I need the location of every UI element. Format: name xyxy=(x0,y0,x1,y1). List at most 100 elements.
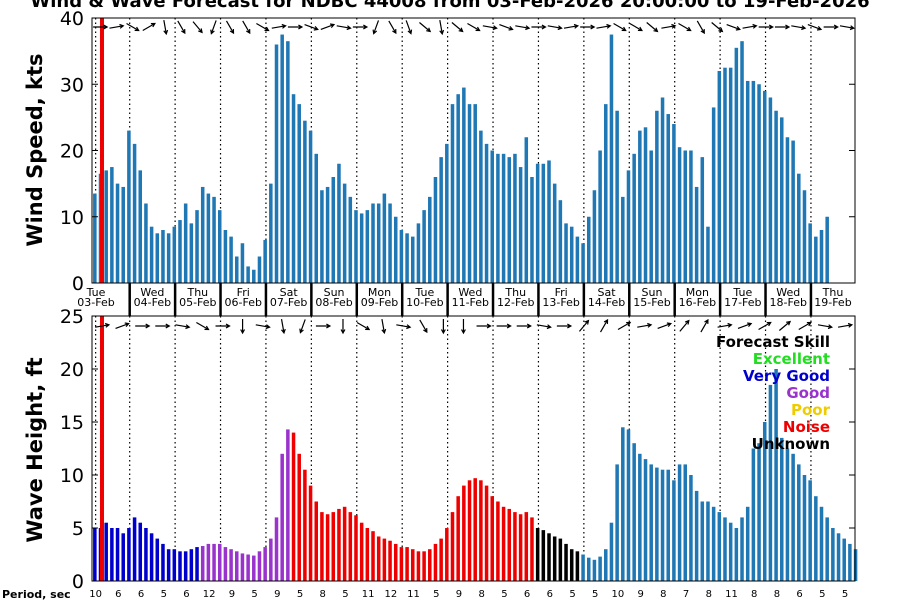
day-name: Mon xyxy=(368,286,391,299)
wind-y-tick-label: 30 xyxy=(60,74,84,96)
wind-bar xyxy=(235,256,239,283)
wind-direction-arrow-icon xyxy=(225,20,235,35)
wave-bar xyxy=(728,522,733,581)
wind-direction-arrow-icon xyxy=(451,22,464,33)
wind-bar xyxy=(166,233,171,283)
wind-bar xyxy=(246,266,250,283)
wind-bar xyxy=(428,196,432,283)
wind-bar xyxy=(433,177,438,283)
wind-bar xyxy=(541,163,546,283)
wave-bar xyxy=(751,448,756,581)
wave-bar xyxy=(638,453,642,581)
wave-height-y-ticks: 0 5 10 15 20 25 xyxy=(60,306,855,593)
wave-bar xyxy=(297,453,301,581)
day-date: 17-Feb xyxy=(724,296,761,309)
wave-bar xyxy=(632,443,636,581)
wave-direction-arrow-icon xyxy=(476,323,492,329)
day-date: 07-Feb xyxy=(270,296,307,309)
period-tick-label: 5 xyxy=(569,589,575,600)
day-labels: Tue03-FebWed04-FebThu05-FebFri06-FebSat0… xyxy=(77,283,852,316)
wave-bar xyxy=(223,547,228,581)
wind-bar xyxy=(308,130,313,283)
wind-bar xyxy=(189,223,194,283)
wind-direction-arrow-icon xyxy=(405,20,413,35)
wind-bar xyxy=(149,226,154,283)
wind-bar xyxy=(689,150,693,283)
period-tick-label: 5 xyxy=(842,589,848,600)
day-date: 04-Feb xyxy=(134,296,171,309)
wave-bar xyxy=(410,549,415,581)
wind-bar xyxy=(666,114,670,283)
period-tick-label: 6 xyxy=(524,589,530,600)
wave-height-y-axis-label: Wave Height, ft xyxy=(23,357,47,542)
wave-direction-arrow-icon xyxy=(155,323,171,329)
wind-y-tick-label: 10 xyxy=(60,207,84,229)
wind-bar xyxy=(127,130,131,283)
wind-bar xyxy=(592,190,597,283)
day-name: Mon xyxy=(686,286,709,299)
wave-bar xyxy=(178,551,182,581)
wave-bar xyxy=(518,514,523,581)
wave-height-bars xyxy=(93,316,858,581)
wind-bar xyxy=(104,170,108,283)
wave-y-tick-label: 10 xyxy=(60,465,84,487)
wind-bar xyxy=(223,230,228,283)
wave-direction-arrow-icon xyxy=(419,319,428,334)
day-name: Sun xyxy=(642,286,663,299)
wind-direction-arrow-icon xyxy=(791,25,807,31)
wave-bar xyxy=(393,543,398,581)
wind-bar xyxy=(757,84,761,283)
day-date: 09-Feb xyxy=(361,296,398,309)
wave-bar xyxy=(212,543,216,581)
wind-bar xyxy=(655,110,659,283)
wave-bar xyxy=(848,543,852,581)
period-tick-label: 8 xyxy=(774,589,780,600)
wind-bar xyxy=(354,210,358,283)
wave-direction-arrow-icon xyxy=(340,319,346,335)
wave-direction-arrow-icon xyxy=(396,324,412,330)
legend-item-unknown: Unknown xyxy=(752,435,830,453)
day-date: 15-Feb xyxy=(633,296,670,309)
wind-bar xyxy=(751,80,756,283)
wave-bar xyxy=(677,464,682,581)
wind-bar xyxy=(791,140,795,283)
wind-direction-arrow-icon xyxy=(388,20,397,35)
wave-bar xyxy=(422,551,426,581)
wave-bar xyxy=(183,551,188,581)
wind-direction-arrow-icon xyxy=(126,22,140,32)
wave-bar xyxy=(547,533,551,581)
period-tick-label: 10 xyxy=(612,589,625,600)
wave-bar xyxy=(359,522,364,581)
wind-bar xyxy=(376,203,381,283)
wave-bar xyxy=(643,459,648,581)
wave-direction-arrow-icon xyxy=(175,324,191,330)
day-date: 06-Feb xyxy=(225,296,262,309)
wave-bar xyxy=(581,554,585,581)
wind-bar xyxy=(144,203,148,283)
wave-direction-arrow-icon xyxy=(299,319,306,334)
period-tick-label: 10 xyxy=(89,589,102,600)
wind-direction-arrow-icon xyxy=(499,24,514,31)
wave-bar xyxy=(354,515,358,581)
wave-bar xyxy=(501,506,506,581)
wave-bar xyxy=(530,517,534,581)
wind-bar xyxy=(405,233,409,283)
wave-bar xyxy=(586,557,591,581)
wind-direction-arrow-icon xyxy=(646,22,659,33)
wave-bar xyxy=(388,540,392,581)
wave-direction-arrow-icon xyxy=(578,319,590,332)
wind-bar xyxy=(677,147,682,283)
wind-bar xyxy=(110,167,114,283)
wind-direction-arrow-icon xyxy=(336,25,352,31)
period-tick-label: 8 xyxy=(751,589,757,600)
wind-direction-arrow-icon xyxy=(823,24,839,30)
wave-y-tick-label: 20 xyxy=(60,359,84,381)
wind-direction-arrow-icon xyxy=(661,23,677,29)
wind-direction-arrow-icon xyxy=(629,22,643,32)
day-name: Tue xyxy=(415,286,435,299)
wave-bar xyxy=(371,531,375,581)
wave-bar xyxy=(621,427,625,581)
wave-bar xyxy=(263,547,267,581)
wave-bar xyxy=(558,538,563,581)
wind-bar xyxy=(229,236,233,283)
